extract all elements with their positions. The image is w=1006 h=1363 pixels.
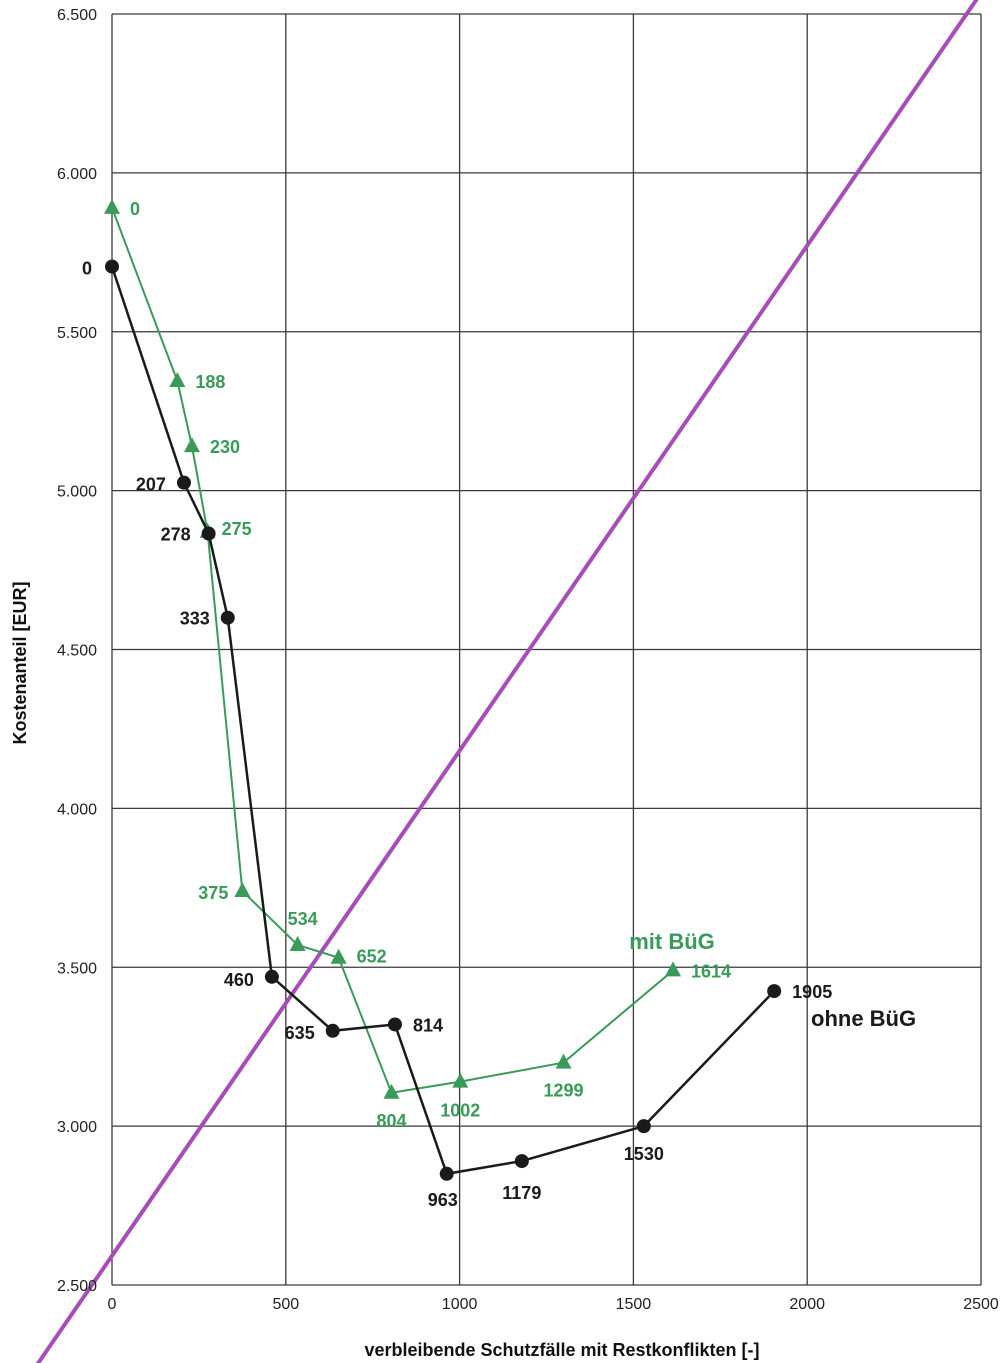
data-label: 0	[82, 259, 92, 279]
data-point	[452, 1072, 469, 1088]
data-label: 230	[210, 437, 240, 457]
x-tick-label: 1500	[616, 1296, 652, 1313]
y-tick-label: 5.500	[57, 325, 97, 342]
data-label: 278	[161, 525, 191, 545]
data-label: 1179	[502, 1183, 541, 1203]
data-point	[105, 259, 119, 274]
data-label: 0	[130, 199, 140, 219]
data-label: 652	[357, 947, 387, 967]
x-tick-label: 2000	[789, 1296, 825, 1313]
series-mit-bug: 0 188 230 275 375 534 652 804 1002 1299 1614	[104, 198, 731, 1131]
data-label: 333	[180, 609, 210, 629]
data-point	[264, 969, 279, 984]
grid	[111, 13, 982, 1286]
data-point	[201, 526, 216, 541]
data-point	[387, 1017, 402, 1032]
y-tick-label: 3.000	[57, 1119, 97, 1136]
data-point	[439, 1166, 454, 1181]
data-label: 963	[428, 1190, 458, 1210]
reference-line	[35, 0, 979, 1363]
series-group: 0 188 230 275 375 534 652 804 1002 1299 1614 0 207 27…	[82, 198, 916, 1210]
data-label: 460	[224, 970, 254, 990]
x-axis-title: verbleibende Schutzfälle mit Restkonflik…	[364, 1340, 759, 1360]
data-point	[169, 372, 186, 388]
series-line	[111, 207, 674, 1094]
y-tick-label: 4.000	[57, 801, 97, 818]
data-point	[514, 1154, 529, 1169]
y-tick-label: 3.500	[57, 960, 97, 977]
data-point	[176, 475, 191, 490]
data-label: 207	[136, 475, 166, 495]
y-tick-label: 5.000	[57, 484, 97, 501]
data-label: 534	[288, 909, 318, 929]
data-point	[289, 936, 306, 952]
data-point	[220, 610, 235, 625]
y-tick-label: 6.500	[57, 7, 97, 24]
data-label: 1002	[440, 1101, 480, 1121]
data-point	[330, 948, 347, 964]
data-point	[104, 198, 120, 214]
data-label: 804	[376, 1111, 406, 1131]
data-label: 188	[195, 372, 225, 392]
data-label: 1530	[624, 1144, 664, 1164]
series-ohne-bug: 0 207 278 333 460 635 814 963 1179 1530 1905	[82, 259, 832, 1210]
series-name-ohne-bug: ohne BüG	[811, 1006, 916, 1031]
x-tick-label: 1000	[442, 1296, 478, 1313]
diagonal-reference-line	[35, 0, 979, 1363]
y-tick-label: 6.000	[57, 166, 97, 183]
data-point	[234, 881, 251, 897]
data-label: 1905	[792, 982, 832, 1002]
y-tick-label: 2.500	[57, 1278, 97, 1295]
x-tick-label: 500	[272, 1296, 299, 1313]
data-point	[325, 1023, 340, 1038]
series-line	[110, 266, 776, 1176]
data-point	[555, 1053, 572, 1069]
series-name-mit-bug: mit BüG	[629, 929, 715, 954]
y-axis-title: Kostenanteil [EUR]	[10, 581, 30, 744]
data-label: 275	[222, 519, 252, 539]
x-tick-label: 0	[108, 1296, 117, 1313]
y-tick-label: 4.500	[57, 643, 97, 660]
x-tick-label: 2500	[963, 1296, 999, 1313]
data-label: 1614	[691, 961, 731, 981]
data-label: 635	[285, 1023, 315, 1043]
data-point	[636, 1119, 651, 1134]
data-point	[383, 1083, 400, 1099]
data-point	[183, 437, 200, 453]
data-label: 1299	[544, 1081, 584, 1101]
data-label: 814	[413, 1015, 443, 1035]
data-point	[665, 961, 682, 977]
data-label: 375	[198, 883, 228, 903]
data-point	[767, 984, 782, 999]
tick-labels: 0 500 1000 1500 2000 2500 2.500 3.000 3.500 4.000…	[57, 7, 999, 1313]
